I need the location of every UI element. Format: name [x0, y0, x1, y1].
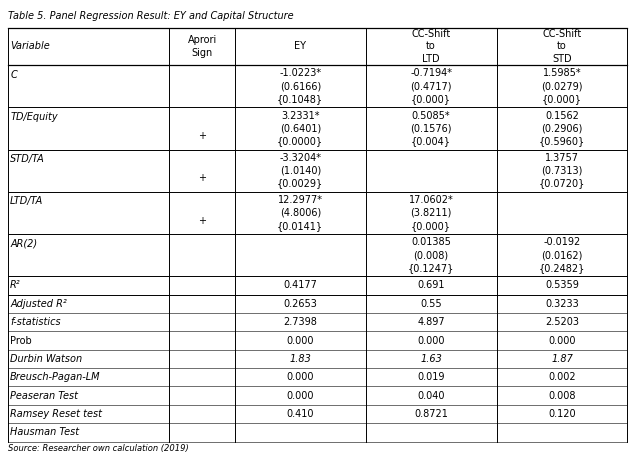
Text: +: + — [198, 174, 206, 183]
Text: 0.691: 0.691 — [417, 280, 445, 291]
Text: 0.000: 0.000 — [286, 372, 314, 382]
Text: 0.5359: 0.5359 — [545, 280, 579, 291]
Text: -1.0223*
(0.6166)
{0.1048}: -1.0223* (0.6166) {0.1048} — [277, 68, 323, 104]
Text: 4.897: 4.897 — [417, 317, 445, 327]
Text: 0.120: 0.120 — [548, 409, 576, 419]
Text: EY: EY — [294, 41, 306, 51]
Text: STD/TA: STD/TA — [10, 154, 45, 164]
Text: 1.83: 1.83 — [290, 354, 311, 364]
Text: Table 5. Panel Regression Result: EY and Capital Structure: Table 5. Panel Regression Result: EY and… — [8, 11, 293, 22]
Text: 0.55: 0.55 — [420, 299, 442, 309]
Text: f-statistics: f-statistics — [10, 317, 61, 327]
Text: 3.2331*
(0.6401)
{0.0000}: 3.2331* (0.6401) {0.0000} — [277, 111, 323, 146]
Text: R²: R² — [10, 280, 21, 291]
Text: Source: Researcher own calculation (2019): Source: Researcher own calculation (2019… — [8, 444, 189, 453]
Text: 0.410: 0.410 — [286, 409, 314, 419]
Text: -3.3204*
(1.0140)
{0.0029}: -3.3204* (1.0140) {0.0029} — [277, 153, 323, 189]
Text: 0.1562
(0.2906)
{0.5960}: 0.1562 (0.2906) {0.5960} — [539, 111, 585, 146]
Text: 0.2653: 0.2653 — [283, 299, 318, 309]
Text: Breusch-Pagan-LM: Breusch-Pagan-LM — [10, 372, 101, 382]
Text: 0.008: 0.008 — [548, 391, 576, 401]
Text: 0.5085*
(0.1576)
{0.004}: 0.5085* (0.1576) {0.004} — [410, 111, 452, 146]
Text: 17.0602*
(3.8211)
{0.000}: 17.0602* (3.8211) {0.000} — [409, 195, 453, 231]
Text: 0.3233: 0.3233 — [545, 299, 579, 309]
Text: CC-Shift
to
LTD: CC-Shift to LTD — [411, 28, 451, 64]
Text: 0.000: 0.000 — [286, 391, 314, 401]
Text: 2.5203: 2.5203 — [545, 317, 579, 327]
Text: 0.002: 0.002 — [548, 372, 576, 382]
Text: 1.5985*
(0.0279)
{0.000}: 1.5985* (0.0279) {0.000} — [541, 68, 583, 104]
Text: AR(2): AR(2) — [10, 239, 37, 249]
Text: Aprori
Sign: Aprori Sign — [187, 35, 217, 58]
Text: 0.4177: 0.4177 — [283, 280, 318, 291]
Text: CC-Shift
to
STD: CC-Shift to STD — [542, 28, 582, 64]
Text: Durbin Watson: Durbin Watson — [10, 354, 83, 364]
Text: 0.000: 0.000 — [417, 336, 445, 346]
Text: C: C — [10, 70, 17, 80]
Text: 0.8721: 0.8721 — [414, 409, 448, 419]
Text: Peaseran Test: Peaseran Test — [10, 391, 78, 401]
Text: -0.0192
(0.0162)
{0.2482}: -0.0192 (0.0162) {0.2482} — [538, 237, 585, 273]
Text: TD/Equity: TD/Equity — [10, 112, 58, 122]
Text: Prob: Prob — [10, 336, 32, 346]
Text: 1.3757
(0.7313)
{0.0720}: 1.3757 (0.7313) {0.0720} — [538, 153, 585, 189]
Text: +: + — [198, 216, 206, 225]
Text: 0.019: 0.019 — [417, 372, 445, 382]
Text: 1.63: 1.63 — [420, 354, 442, 364]
Text: Variable: Variable — [10, 41, 50, 51]
Text: Ramsey Reset test: Ramsey Reset test — [10, 409, 102, 419]
Text: 2.7398: 2.7398 — [283, 317, 318, 327]
Text: Adjusted R²: Adjusted R² — [10, 299, 67, 309]
Text: LTD/TA: LTD/TA — [10, 196, 43, 207]
Text: 0.000: 0.000 — [286, 336, 314, 346]
Text: 0.000: 0.000 — [548, 336, 576, 346]
Text: Hausman Test: Hausman Test — [10, 427, 79, 437]
Text: 0.01385
(0.008)
{0.1247}: 0.01385 (0.008) {0.1247} — [408, 237, 454, 273]
Text: 0.040: 0.040 — [417, 391, 445, 401]
Text: +: + — [198, 131, 206, 141]
Text: 12.2977*
(4.8006)
{0.0141}: 12.2977* (4.8006) {0.0141} — [277, 195, 323, 231]
Text: 1.87: 1.87 — [551, 354, 573, 364]
Text: -0.7194*
(0.4717)
{0.000}: -0.7194* (0.4717) {0.000} — [410, 68, 452, 104]
